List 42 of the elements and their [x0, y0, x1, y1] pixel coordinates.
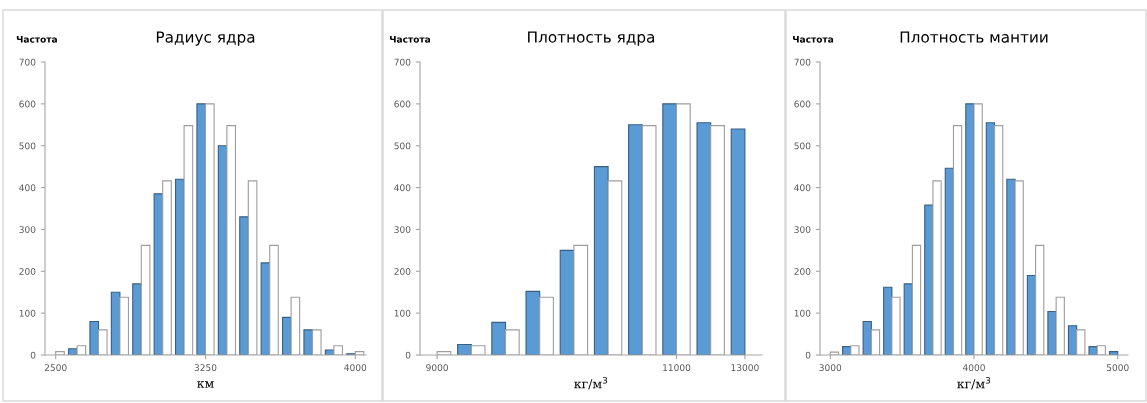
x-tick-label: 3250: [194, 364, 217, 372]
y-tick-label: 200: [19, 268, 36, 275]
x-tick-label: 3000: [819, 364, 842, 372]
y-tick-label: 700: [794, 58, 811, 66]
x-axis-title: кг/м$^{3}$: [574, 376, 608, 390]
x-tick-label: 13000: [731, 364, 759, 372]
chart-title: Плотность ядра: [528, 31, 655, 46]
y-tick-label: 100: [794, 309, 811, 317]
y-tick-label: 500: [394, 142, 411, 150]
y-tick-label: 400: [19, 184, 36, 192]
y-tick-label: 500: [794, 142, 811, 150]
y-axis-title: Частота: [793, 35, 834, 43]
x-tick-label: 9000: [426, 364, 448, 372]
chart-title: Радиус ядра: [156, 31, 255, 46]
x-tick-label: 4000: [962, 364, 985, 372]
y-tick-label: 400: [394, 184, 411, 192]
y-tick-label: 600: [19, 100, 36, 108]
x-axis-title: кг/м$^{3}$: [957, 376, 991, 390]
x-axis-title: км: [197, 381, 214, 388]
y-tick-label: 500: [19, 142, 36, 150]
y-tick-label: 700: [394, 58, 411, 66]
y-tick-label: 700: [19, 58, 36, 66]
x-tick-label: 5000: [1106, 364, 1129, 372]
y-tick-label: 0: [405, 351, 411, 359]
y-tick-label: 200: [394, 268, 411, 275]
y-axis-title: Частота: [389, 35, 431, 43]
chart-title: Плотность мантии: [900, 31, 1048, 43]
y-axis-title: Частота: [16, 35, 57, 43]
y-tick-label: 600: [794, 100, 811, 108]
y-tick-label: 300: [19, 226, 36, 233]
x-tick-label: 2500: [44, 364, 67, 372]
y-tick-label: 300: [794, 226, 811, 233]
y-tick-label: 0: [30, 351, 36, 359]
y-tick-label: 0: [805, 351, 811, 359]
y-tick-label: 100: [394, 309, 411, 317]
y-tick-label: 400: [794, 184, 811, 192]
y-tick-label: 200: [794, 268, 811, 275]
y-tick-label: 600: [394, 100, 411, 108]
x-tick-label: 4000: [344, 364, 367, 372]
y-tick-label: 100: [19, 309, 36, 317]
y-tick-label: 300: [394, 226, 411, 233]
x-tick-label: 11000: [663, 364, 691, 372]
